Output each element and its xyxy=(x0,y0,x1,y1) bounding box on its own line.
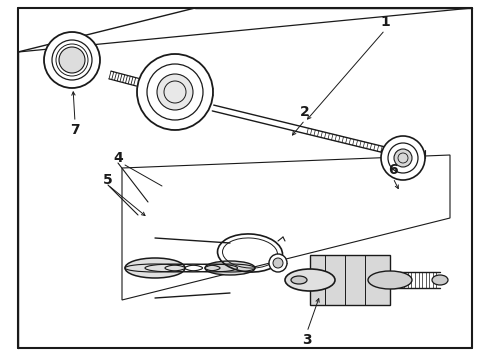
Circle shape xyxy=(269,254,287,272)
Text: 2: 2 xyxy=(300,105,310,119)
Text: 3: 3 xyxy=(302,333,312,347)
Circle shape xyxy=(394,149,412,167)
Circle shape xyxy=(273,258,283,268)
Text: 5: 5 xyxy=(103,173,113,187)
Circle shape xyxy=(157,74,193,110)
Ellipse shape xyxy=(291,276,307,284)
Bar xyxy=(310,255,390,305)
Text: 6: 6 xyxy=(388,163,398,177)
Circle shape xyxy=(52,40,92,80)
Text: 1: 1 xyxy=(380,15,390,29)
Circle shape xyxy=(137,54,213,130)
Ellipse shape xyxy=(205,261,255,275)
Ellipse shape xyxy=(368,271,412,289)
Ellipse shape xyxy=(432,275,448,285)
Ellipse shape xyxy=(285,269,335,291)
Circle shape xyxy=(44,32,100,88)
Circle shape xyxy=(59,47,85,73)
Ellipse shape xyxy=(125,258,185,278)
Text: 7: 7 xyxy=(70,123,80,137)
Text: 4: 4 xyxy=(113,151,123,165)
Circle shape xyxy=(381,136,425,180)
